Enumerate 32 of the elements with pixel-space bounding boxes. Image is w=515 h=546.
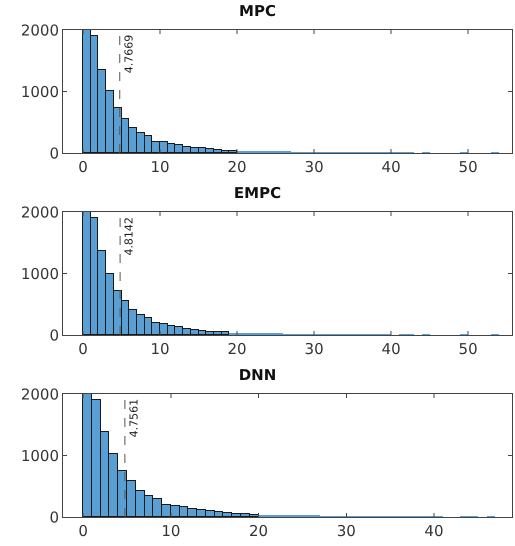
x-tick-label: 30 (304, 340, 324, 358)
ref-line-label: 4.8142 (122, 217, 136, 256)
x-tick-label: 40 (382, 340, 401, 358)
x-tick-label: 0 (78, 158, 88, 176)
x-tick-label: 20 (228, 158, 247, 176)
y-tick-label: 2000 (20, 203, 59, 222)
x-tick-label: 40 (424, 522, 444, 540)
x-tick-label: 0 (78, 340, 88, 358)
ref-line-label: 4.7669 (122, 34, 136, 74)
y-tick-label: 1000 (20, 446, 59, 465)
y-tick-label: 0 (49, 144, 59, 162)
x-tick-label: 20 (249, 522, 268, 540)
x-tick-label: 20 (228, 340, 247, 358)
y-tick-label: 0 (49, 326, 59, 344)
chart-title: DNN (238, 366, 276, 384)
chart-title: MPC (239, 2, 276, 20)
y-tick-label: 0 (49, 508, 59, 526)
y-tick-label: 1000 (20, 82, 59, 101)
x-tick-label: 10 (161, 522, 180, 540)
chart-title: EMPC (234, 184, 282, 202)
x-tick-label: 30 (304, 158, 324, 176)
x-tick-label: 50 (458, 158, 478, 176)
x-tick-label: 40 (382, 158, 401, 176)
x-tick-label: 50 (458, 340, 478, 358)
y-tick-label: 1000 (20, 264, 59, 283)
x-tick-label: 0 (78, 522, 88, 540)
x-tick-label: 10 (150, 340, 170, 358)
ref-line-label: 4.7561 (127, 398, 140, 438)
y-tick-label: 2000 (20, 21, 59, 40)
y-tick-label: 2000 (20, 385, 59, 404)
x-tick-label: 30 (336, 522, 356, 540)
x-tick-label: 10 (150, 158, 170, 176)
